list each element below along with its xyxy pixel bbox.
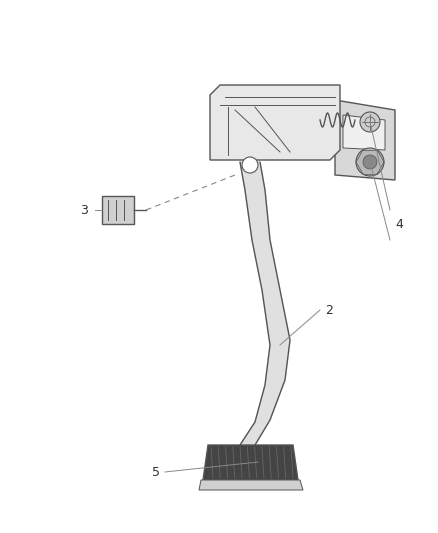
Circle shape	[356, 148, 384, 176]
Polygon shape	[210, 85, 340, 160]
Polygon shape	[335, 100, 395, 180]
Polygon shape	[203, 445, 298, 480]
FancyBboxPatch shape	[102, 196, 134, 224]
Text: 5: 5	[152, 465, 160, 479]
Polygon shape	[199, 480, 303, 490]
Circle shape	[360, 112, 380, 132]
Text: 2: 2	[325, 303, 333, 317]
Polygon shape	[240, 162, 290, 445]
Text: 4: 4	[395, 219, 403, 231]
Text: 3: 3	[80, 204, 88, 216]
Circle shape	[242, 157, 258, 173]
Circle shape	[363, 155, 377, 169]
Polygon shape	[343, 115, 385, 150]
